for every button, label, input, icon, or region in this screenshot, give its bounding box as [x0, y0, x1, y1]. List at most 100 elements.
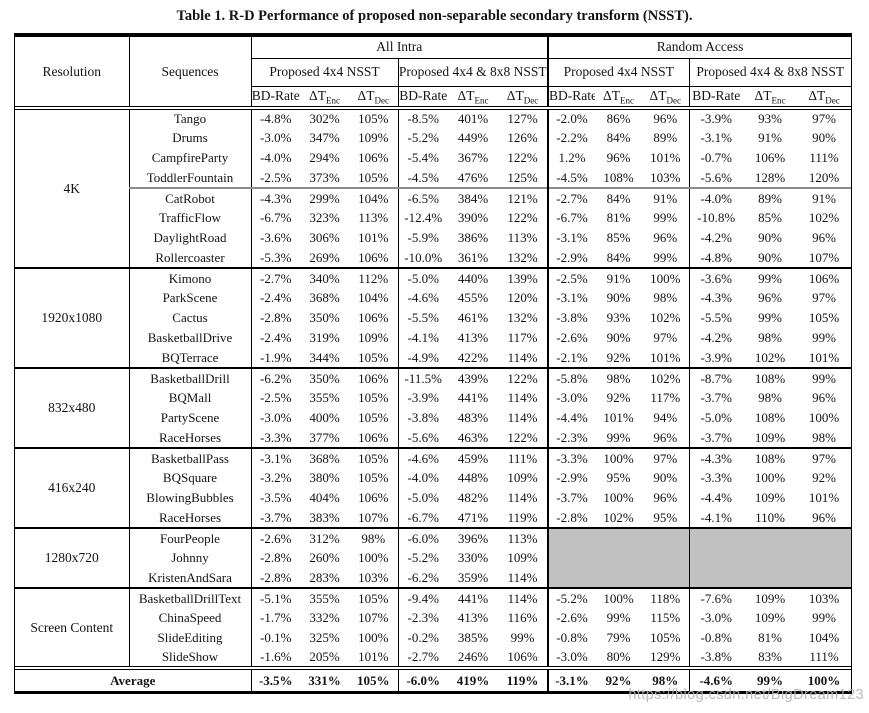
value-cell: 93%: [606, 310, 631, 325]
table-row: ToddlerFountain -2.5% 373% 105% -4.5% 476% 125…: [15, 168, 851, 188]
value-cell: 91%: [642, 187, 689, 208]
value-cell: 102%: [642, 367, 689, 388]
value-cell: 97%: [797, 447, 852, 468]
value-cell: 105%: [358, 410, 389, 425]
value-cell: 101%: [808, 490, 840, 505]
value-cell: -4.0%: [250, 148, 300, 168]
value-cell: 100%: [754, 470, 786, 485]
value-cell: -2.9%: [547, 248, 595, 268]
table-title: Table 1. R-D Performance of proposed non…: [176, 8, 693, 24]
value-cell: 108%: [743, 367, 797, 388]
header-row-subsections: Proposed 4x4 NSST Proposed 4x4 & 8x8 NSS…: [15, 58, 852, 87]
value-cell: -6.7%: [397, 508, 448, 528]
value-cell: -10.0%: [397, 248, 448, 268]
value-cell: 92%: [606, 349, 631, 365]
value-cell: -2.4%: [250, 288, 300, 308]
value-cell: -3.0%: [250, 408, 300, 428]
value-cell: 482%: [457, 490, 489, 505]
value-cell: 384%: [448, 187, 498, 208]
value-cell: 109%: [358, 330, 389, 345]
value-cell: 441%: [448, 587, 498, 608]
table-row: Screen Content BasketballDrillText -5.1% 35…: [15, 587, 852, 668]
value-cell: 107%: [358, 509, 389, 525]
value-cell: -3.1%: [547, 288, 595, 308]
value-cell: 104%: [358, 290, 389, 305]
sequence-cell: BlowingBubbles: [128, 488, 251, 508]
sequence-cell: Cactus: [128, 308, 251, 328]
value-cell: -3.3%: [547, 447, 595, 468]
value-cell: 122%: [507, 150, 538, 165]
value-cell: 100%: [595, 447, 642, 468]
sequence-cell: SlideEditing: [128, 628, 251, 648]
value-cell: -4.6%: [397, 447, 448, 468]
value-cell: 114%: [507, 390, 538, 405]
watermark-text: https://blog.csdn.net/BigDream123: [628, 687, 864, 703]
value-cell: -3.1%: [250, 447, 300, 468]
metric-header-bd-rate: BD-Rate: [397, 86, 448, 110]
value-cell: -6.2%: [397, 568, 448, 588]
value-cell: -5.0%: [688, 408, 743, 428]
value-cell: 344%: [309, 349, 340, 365]
metric-subscript: Dec: [666, 95, 681, 106]
value-cell: -2.3%: [547, 428, 595, 448]
value-cell: 332%: [309, 610, 340, 625]
value-cell: 102%: [754, 349, 786, 365]
value-cell: 99%: [653, 249, 678, 265]
grayed-cell: [547, 548, 689, 568]
resolution-cell: 1280x720: [15, 527, 129, 588]
value-cell: 111%: [498, 447, 548, 468]
sequence-cell: Johnny: [128, 548, 251, 568]
value-cell: 106%: [507, 649, 538, 664]
value-cell: 106%: [358, 310, 389, 325]
sequence-cell: PartyScene: [128, 408, 251, 428]
value-cell: -0.7%: [688, 148, 743, 168]
metric-header-dt-dec: ΔTDec: [642, 86, 689, 110]
value-cell: 102%: [808, 210, 840, 225]
value-cell: -3.3%: [688, 468, 743, 488]
value-cell: 361%: [457, 249, 489, 265]
value-cell: 355%: [309, 390, 340, 405]
value-cell: -11.5%: [397, 367, 448, 388]
value-cell: -3.9%: [397, 388, 448, 408]
value-cell: 102%: [603, 509, 634, 525]
value-cell: 95%: [653, 509, 678, 525]
value-cell: 117%: [650, 390, 681, 405]
value-cell: 106%: [358, 490, 389, 505]
value-cell: -7.6%: [688, 587, 743, 608]
grayed-cell: [688, 568, 852, 588]
metric-header-bd-rate: BD-Rate: [688, 86, 743, 110]
value-cell: 127%: [507, 111, 538, 126]
value-cell: 483%: [457, 410, 489, 425]
value-cell: 105%: [808, 310, 840, 325]
metric-label: BD-Rate: [251, 88, 300, 104]
value-cell: -4.3%: [250, 187, 300, 208]
value-cell: 380%: [309, 470, 340, 485]
value-cell: 96%: [812, 390, 836, 405]
value-cell: 99%: [797, 367, 852, 388]
value-cell: 92%: [606, 390, 631, 405]
value-cell: 118%: [642, 587, 689, 608]
value-cell: 96%: [812, 230, 836, 245]
metric-label: ΔT: [309, 88, 326, 104]
value-cell: -3.9%: [688, 108, 743, 128]
value-cell: -4.0%: [688, 187, 743, 208]
value-cell: -3.0%: [547, 388, 595, 408]
value-cell: 90%: [758, 230, 782, 245]
sequence-cell: ParkScene: [128, 288, 251, 308]
value-cell: 84%: [606, 249, 631, 265]
value-cell: 455%: [457, 290, 489, 305]
value-cell: 90%: [758, 249, 782, 265]
value-cell: 283%: [309, 569, 340, 585]
metric-subscript: Enc: [771, 95, 786, 106]
value-cell: 96%: [758, 290, 782, 305]
value-cell: 86%: [606, 111, 631, 126]
metric-subscript: Enc: [325, 95, 340, 106]
value-cell: -0.8%: [547, 628, 595, 648]
value-cell: 312%: [300, 527, 349, 548]
value-cell: 79%: [606, 630, 631, 645]
metric-header-dt-enc: ΔTEnc: [595, 86, 642, 110]
sequence-cell: DaylightRoad: [128, 228, 251, 248]
value-cell: -6.2%: [250, 367, 300, 388]
value-cell: 81%: [606, 210, 631, 225]
metric-label: ΔT: [506, 88, 524, 104]
